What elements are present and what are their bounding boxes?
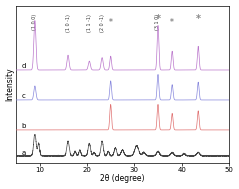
Text: (2 0 -1): (2 0 -1)	[100, 14, 105, 32]
Text: b: b	[22, 123, 26, 129]
Text: (1 0 0): (1 0 0)	[32, 14, 37, 30]
Text: a: a	[22, 150, 26, 156]
Text: *: *	[109, 18, 113, 26]
Text: *: *	[156, 14, 160, 24]
Text: (1 0 -1): (1 0 -1)	[65, 14, 71, 32]
X-axis label: 2θ (degree): 2θ (degree)	[100, 174, 145, 184]
Text: c: c	[22, 93, 26, 99]
Text: *: *	[170, 18, 174, 26]
Text: d: d	[22, 63, 26, 69]
Text: (3 1 0): (3 1 0)	[156, 14, 160, 30]
Text: *: *	[196, 14, 201, 24]
Y-axis label: Intensity: Intensity	[5, 67, 15, 101]
Text: (1 1 -1): (1 1 -1)	[87, 14, 92, 32]
